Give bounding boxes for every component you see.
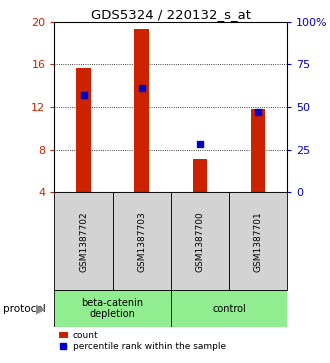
Text: GSM1387700: GSM1387700 — [195, 211, 204, 272]
Legend: count, percentile rank within the sample: count, percentile rank within the sample — [59, 331, 226, 351]
Bar — [134, 29, 149, 192]
Bar — [76, 68, 91, 192]
Title: GDS5324 / 220132_s_at: GDS5324 / 220132_s_at — [91, 8, 251, 21]
Bar — [54, 192, 113, 290]
Text: beta-catenin
depletion: beta-catenin depletion — [82, 298, 144, 319]
Text: GSM1387703: GSM1387703 — [137, 211, 146, 272]
Bar — [193, 159, 207, 192]
Bar — [171, 290, 287, 327]
Bar — [54, 290, 171, 327]
Text: ▶: ▶ — [36, 302, 46, 315]
Bar — [229, 192, 287, 290]
Bar — [113, 192, 171, 290]
Bar — [171, 192, 229, 290]
Text: GSM1387702: GSM1387702 — [79, 211, 88, 272]
Bar — [251, 109, 265, 192]
Text: GSM1387701: GSM1387701 — [253, 211, 263, 272]
Text: protocol: protocol — [3, 303, 46, 314]
Text: control: control — [212, 303, 246, 314]
